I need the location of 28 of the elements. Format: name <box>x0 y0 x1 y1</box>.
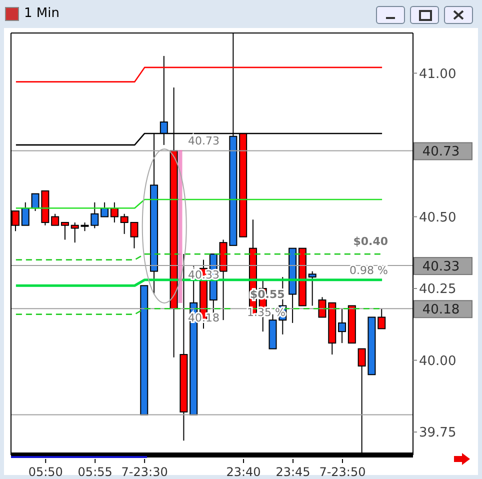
chart-title: 1 Min <box>24 6 60 21</box>
x-tick-label: 05:50 <box>28 465 63 479</box>
candlestick <box>378 308 386 330</box>
y-tick-label: 40.50 <box>419 210 456 226</box>
annotation: 40.33 <box>188 268 220 282</box>
annotation: 40.18 <box>188 312 220 325</box>
y-tick-label: 39.75 <box>419 426 456 441</box>
candlestick <box>60 222 69 240</box>
annotation: 0.98 % <box>350 264 388 277</box>
ref-line-label: 40.18 <box>422 302 460 318</box>
y-tick-label: 40.00 <box>419 354 456 369</box>
x-tick-label: 7-23:50 <box>319 465 366 479</box>
x-tick-label: 7-23:30 <box>121 465 168 479</box>
x-tick-label: 05:55 <box>78 465 112 479</box>
annotation: $0.40 <box>353 235 388 248</box>
ref-line-label: 40.33 <box>422 260 460 275</box>
y-tick-label: 41.00 <box>419 66 456 82</box>
x-tick-label: 23:40 <box>226 465 261 479</box>
candlestick <box>21 202 30 226</box>
candlestick <box>318 296 326 318</box>
candlestick <box>308 270 316 306</box>
ref-line-label: 40.73 <box>422 144 460 160</box>
y-tick-label: 40.25 <box>419 282 456 298</box>
annotation: 40.73 <box>188 134 220 148</box>
x-tick-label: 23:45 <box>276 465 310 479</box>
candlestick <box>338 308 346 344</box>
candlestick <box>51 213 60 226</box>
candlestick <box>70 222 79 244</box>
